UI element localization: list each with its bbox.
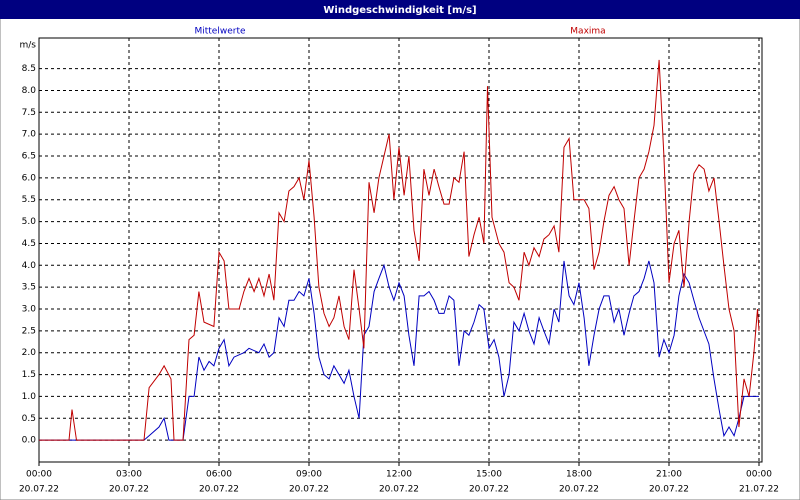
y-unit-label: m/s xyxy=(20,41,37,51)
x-tick-date: 21.07.22 xyxy=(739,485,779,495)
y-tick-label: 8.5 xyxy=(22,64,36,74)
y-tick-label: 4.5 xyxy=(22,239,36,249)
y-tick-label: 2.5 xyxy=(22,326,36,336)
x-tick-label: 09:00 xyxy=(296,470,322,480)
y-tick-label: 6.0 xyxy=(22,173,37,183)
y-tick-label: 1.5 xyxy=(22,370,36,380)
y-tick-label: 6.5 xyxy=(22,152,36,162)
y-tick-label: 7.5 xyxy=(22,108,36,118)
x-tick-label: 12:00 xyxy=(386,470,412,480)
series-line xyxy=(39,59,760,441)
x-tick-date: 20.07.22 xyxy=(559,485,599,495)
x-tick-date: 20.07.22 xyxy=(649,485,689,495)
series-line xyxy=(39,260,759,441)
y-tick-label: 1.0 xyxy=(22,392,37,402)
y-tick-label: 0.5 xyxy=(22,414,36,424)
x-tick-label: 00:00 xyxy=(746,470,772,480)
x-tick-date: 20.07.22 xyxy=(199,485,239,495)
title-bar xyxy=(0,0,800,19)
x-tick-date: 20.07.22 xyxy=(289,485,329,495)
x-tick-label: 06:00 xyxy=(206,470,232,480)
legend-label: Mittelwerte xyxy=(194,27,245,37)
y-tick-label: 5.0 xyxy=(22,217,37,227)
x-tick-label: 00:00 xyxy=(26,470,52,480)
plot-frame xyxy=(38,37,763,463)
y-tick-label: 4.0 xyxy=(22,261,37,271)
y-tick-label: 8.0 xyxy=(22,86,37,96)
x-tick-date: 20.07.22 xyxy=(379,485,419,495)
x-tick-label: 21:00 xyxy=(656,470,682,480)
x-tick-label: 15:00 xyxy=(476,470,502,480)
y-tick-label: 0.0 xyxy=(22,436,37,446)
chart-title: Windgeschwindigkeit [m/s] xyxy=(323,5,476,16)
x-tick-label: 03:00 xyxy=(116,470,142,480)
x-tick-date: 20.07.22 xyxy=(469,485,509,495)
legend-label: Maxima xyxy=(570,27,605,37)
y-tick-label: 3.5 xyxy=(22,283,36,293)
x-tick-date: 20.07.22 xyxy=(109,485,149,495)
y-tick-label: 7.0 xyxy=(22,130,37,140)
x-tick-date: 20.07.22 xyxy=(19,485,59,495)
y-tick-label: 2.0 xyxy=(22,348,37,358)
x-tick-label: 18:00 xyxy=(566,470,592,480)
y-tick-label: 5.5 xyxy=(22,195,36,205)
y-tick-label: 3.0 xyxy=(22,305,37,315)
